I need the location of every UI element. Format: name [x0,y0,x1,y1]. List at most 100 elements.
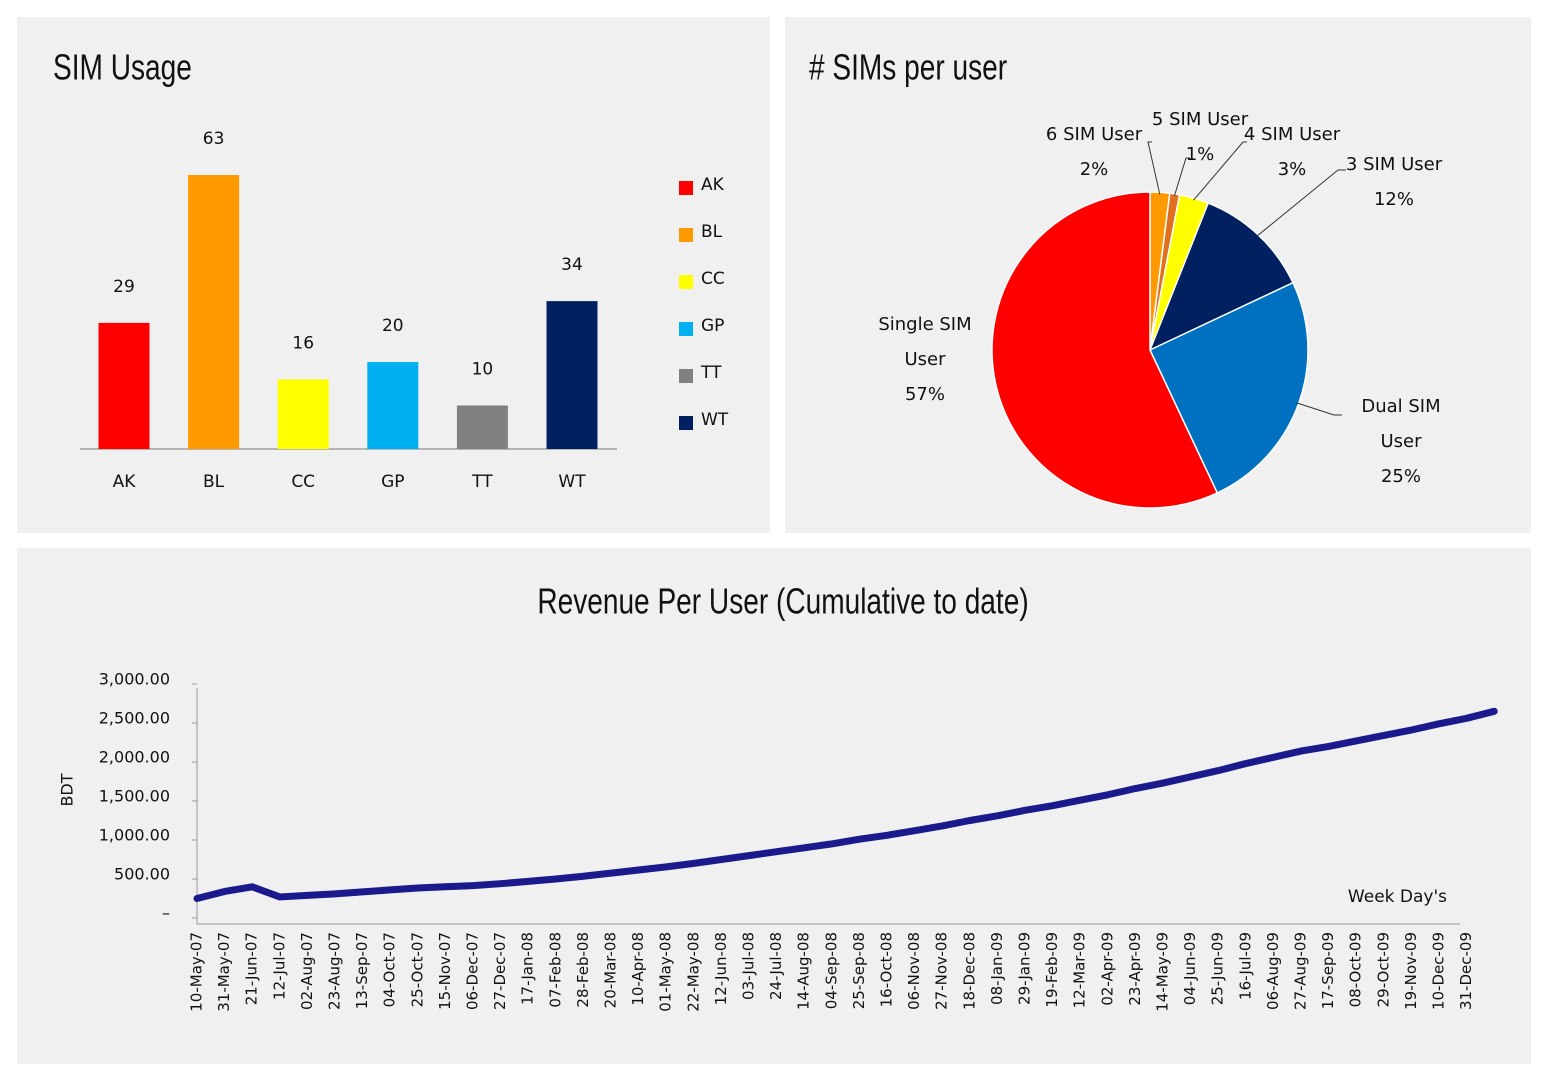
slice-value: 57% [904,384,945,405]
slice-label: 5 SIM User 1% [1135,102,1265,172]
bar [98,322,150,449]
legend-swatch [679,181,693,195]
legend-swatch [679,228,693,242]
x-tick-label: 27-Aug-09 [1292,932,1310,1010]
x-tick-label: 18-Dec-08 [960,932,978,1010]
data-label: 34 [561,255,583,275]
slice-label: Single SIM User 57% [870,307,980,412]
x-tick-label: 17-Sep-09 [1319,932,1337,1009]
slice-name: Dual SIM User [1361,396,1441,452]
x-tick-label: 13-Sep-07 [353,932,371,1009]
bar [277,379,329,449]
bar [367,362,419,449]
x-tick-label: 23-Aug-07 [326,932,344,1010]
slice-name: 6 SIM User [1045,124,1143,145]
x-tick-label: 25-Oct-07 [408,932,426,1007]
x-tick-label: 19-Feb-09 [1043,932,1061,1008]
x-tick-label: 10-Apr-08 [629,932,647,1006]
slice-value: 2% [1079,159,1109,180]
pie-slice [991,191,1219,509]
legend-label: GP [701,316,724,336]
x-tick-label: 27-Dec-07 [491,932,509,1010]
bar [456,405,508,449]
x-tick-label: 03-Jul-08 [740,932,758,1000]
y-tick-label: 1,500.00 [99,787,170,806]
x-tick-label: 29-Oct-09 [1374,932,1392,1007]
x-tick-label: 16-Jul-09 [1236,932,1254,1000]
chart-title: Revenue Per User (Cumulative to date) [537,581,1028,621]
chart-title: SIM Usage [53,47,192,87]
x-tick-label: 12-Jul-07 [270,932,288,1000]
x-tick-label: 04-Jun-09 [1181,932,1199,1005]
slice-name: Single SIM User [878,314,972,370]
data-label: 20 [382,316,404,336]
x-tick-label: 06-Aug-09 [1264,932,1282,1010]
slice-label: Dual SIM User 25% [1351,389,1451,494]
leader-line [1256,169,1346,237]
leader-line [1193,141,1247,201]
x-tick-label: 16-Oct-08 [878,932,896,1007]
slice-value: 1% [1185,144,1215,165]
y-tick-label: 2,000.00 [99,748,170,767]
x-tick-label: 29-Jan-09 [1016,932,1034,1005]
y-tick-label: 1,000.00 [99,826,170,845]
leader-line [1296,402,1342,416]
leader-line [1147,141,1161,195]
y-tick-label: – [162,904,170,923]
data-label: 63 [203,129,225,149]
x-tick-label: 20-Mar-08 [602,932,620,1008]
legend-swatch [679,369,693,383]
x-tick-label: 02-Apr-09 [1098,932,1116,1006]
x-tick-label: 28-Feb-08 [574,932,592,1008]
x-tick-label: 25-Sep-08 [850,932,868,1009]
y-tick-label: 500.00 [114,865,170,884]
x-tick-label: AK [113,472,137,492]
x-tick-label: 01-May-08 [657,932,675,1012]
x-tick-label: 24-Jul-08 [767,932,785,1000]
x-tick-label: 31-May-07 [215,932,233,1012]
panel [17,17,770,533]
legend-label: BL [701,222,723,242]
x-tick-label: 06-Nov-08 [905,932,923,1010]
y-axis-label: BDT [58,773,77,806]
slice-label: 6 SIM User 2% [1029,117,1159,187]
bar [188,175,240,449]
x-tick-label: 10-Dec-09 [1430,932,1448,1010]
x-tick-label: 08-Oct-09 [1347,932,1365,1007]
legend-label: CC [701,269,725,289]
slice-value: 12% [1373,189,1414,210]
x-tick-label: 12-Jun-08 [712,932,730,1005]
x-tick-label: 25-Jun-09 [1209,932,1227,1005]
slice-value: 25% [1380,466,1421,487]
legend-swatch [679,275,693,289]
x-tick-label: 14-May-09 [1154,932,1172,1012]
slice-label: 3 SIM User 12% [1329,147,1459,217]
legend-swatch [679,416,693,430]
x-tick-label: 12-Mar-09 [1071,932,1089,1008]
y-tick-label: 3,000.00 [99,670,170,689]
bar [546,301,598,449]
x-tick-label: 07-Feb-08 [546,932,564,1008]
x-tick-label: GP [381,472,404,492]
slice-value: 3% [1277,159,1307,180]
leader-line [1173,157,1190,197]
x-tick-label: 22-May-08 [684,932,702,1012]
x-tick-label: 27-Nov-08 [933,932,951,1010]
x-tick-label: 21-Jun-07 [243,932,261,1005]
panel [17,548,1531,1064]
x-tick-label: 23-Apr-09 [1126,932,1144,1006]
data-label: 29 [113,277,135,297]
annotation: Week Day's [1348,887,1447,907]
legend-label: TT [700,363,722,383]
x-tick-label: WT [558,472,586,492]
x-tick-label: 31-Dec-09 [1457,932,1475,1010]
x-tick-label: BL [203,472,225,492]
chart-title: # SIMs per user [809,47,1007,87]
data-label: 10 [472,360,494,380]
x-tick-label: 08-Jan-09 [988,932,1006,1005]
slice-name: 3 SIM User [1345,154,1443,175]
y-tick-label: 2,500.00 [99,709,170,728]
x-tick-label: 19-Nov-09 [1402,932,1420,1010]
